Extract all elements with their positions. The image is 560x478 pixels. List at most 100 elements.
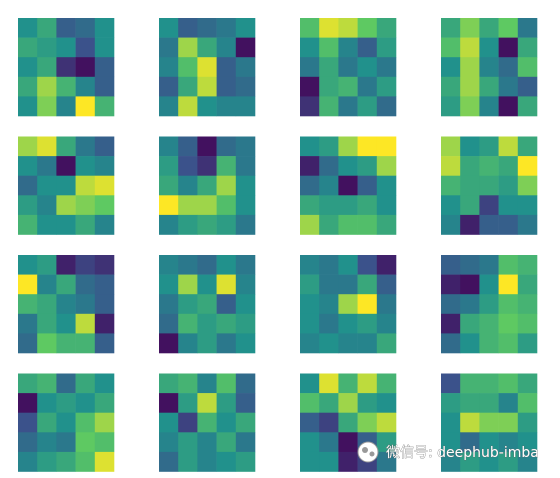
heatmap-cell <box>159 451 179 472</box>
heatmap-cell <box>319 274 339 295</box>
heatmap-cell <box>479 333 499 354</box>
heatmap-cell <box>159 432 179 453</box>
heatmap-cell <box>460 76 480 97</box>
heatmap-cell <box>460 195 480 216</box>
heatmap-cell <box>479 451 499 472</box>
heatmap-cell <box>94 333 115 354</box>
heatmap-cell <box>357 156 378 176</box>
heatmap-cell <box>37 393 57 413</box>
heatmap-cell <box>319 18 339 38</box>
heatmap-cell <box>498 373 519 394</box>
heatmap-cell <box>159 294 179 315</box>
heatmap-cell <box>159 18 179 38</box>
heatmap-cell <box>159 255 179 275</box>
heatmap-cell <box>18 373 38 394</box>
heatmap-cell <box>319 214 339 235</box>
heatmap-cell <box>376 136 397 157</box>
heatmap-cell <box>460 333 480 354</box>
heatmap-cell <box>216 373 237 394</box>
heatmap-cell <box>460 451 480 472</box>
heatmap-cell <box>517 274 538 295</box>
heatmap-cell <box>56 175 76 196</box>
heatmap-cell <box>338 274 358 295</box>
heatmap-cell <box>178 294 198 315</box>
heatmap-cell <box>441 76 461 97</box>
heatmap-cell <box>517 373 538 394</box>
heatmap-cell <box>178 37 198 58</box>
heatmap-cell <box>159 195 179 216</box>
heatmap-cell <box>56 214 76 235</box>
heatmap-cell <box>357 294 378 315</box>
heatmap-cell <box>197 214 217 235</box>
heatmap-cell <box>37 451 57 472</box>
heatmap-cell <box>178 18 198 38</box>
heatmap-cell <box>441 255 461 275</box>
heatmap-cell <box>216 37 237 58</box>
heatmap-cell <box>56 412 76 433</box>
heatmap-cell <box>235 18 256 38</box>
heatmap-cell <box>56 333 76 354</box>
heatmap-cell <box>159 333 179 354</box>
heatmap-cell <box>338 412 358 433</box>
heatmap-cell <box>235 313 256 334</box>
heatmap-cell <box>94 214 115 235</box>
heatmap-cell <box>56 18 76 38</box>
heatmap-cell <box>517 214 538 235</box>
heatmap-cell <box>18 18 38 38</box>
heatmap-cell <box>376 333 397 354</box>
heatmap-cell <box>376 175 397 196</box>
heatmap-cell <box>197 432 217 453</box>
heatmap-cell <box>517 412 538 433</box>
heatmap-cell <box>18 274 38 295</box>
heatmap-cell <box>56 57 76 78</box>
heatmap-cell <box>37 255 57 275</box>
heatmap-cell <box>498 313 519 334</box>
heatmap-cell <box>460 136 480 157</box>
heatmap-cell <box>37 432 57 453</box>
heatmap-cell <box>517 432 538 453</box>
heatmap-cell <box>37 18 57 38</box>
heatmap-cell <box>517 76 538 97</box>
heatmap-cell <box>479 57 499 78</box>
heatmap-cell <box>159 76 179 97</box>
heatmap-cell <box>319 96 339 117</box>
heatmap-cell <box>18 156 38 176</box>
heatmap-cell <box>517 313 538 334</box>
heatmap-cell <box>75 18 96 38</box>
heatmap-cell <box>300 432 320 453</box>
heatmap-cell <box>319 432 339 453</box>
heatmap-cell <box>441 18 461 38</box>
heatmap-cell <box>94 393 115 413</box>
heatmap-cell <box>75 313 96 334</box>
heatmap-cell <box>197 156 217 176</box>
heatmap-cell <box>37 294 57 315</box>
heatmap-cell <box>197 373 217 394</box>
heatmap-cell <box>498 255 519 275</box>
heatmap-cell <box>479 136 499 157</box>
heatmap-cell <box>376 195 397 216</box>
heatmap-cell <box>37 274 57 295</box>
heatmap-cell <box>18 214 38 235</box>
heatmap-cell <box>357 214 378 235</box>
heatmap-cell <box>216 57 237 78</box>
heatmap-cell <box>300 451 320 472</box>
heatmap-cell <box>517 156 538 176</box>
heatmap-cell <box>376 432 397 453</box>
heatmap-cell <box>159 313 179 334</box>
heatmap-cell <box>94 373 115 394</box>
heatmap-cell <box>517 294 538 315</box>
heatmap-cell <box>300 255 320 275</box>
heatmap-cell <box>441 136 461 157</box>
heatmap-cell <box>376 156 397 176</box>
heatmap-cell <box>197 274 217 295</box>
heatmap-cell <box>216 255 237 275</box>
heatmap-cell <box>75 57 96 78</box>
heatmap-cell <box>197 76 217 97</box>
heatmap-cell <box>479 313 499 334</box>
heatmap-cell <box>216 214 237 235</box>
heatmap-cell <box>376 393 397 413</box>
heatmap-cell <box>338 175 358 196</box>
heatmap-cell <box>300 175 320 196</box>
heatmap-cell <box>319 412 339 433</box>
heatmap-cell <box>517 393 538 413</box>
